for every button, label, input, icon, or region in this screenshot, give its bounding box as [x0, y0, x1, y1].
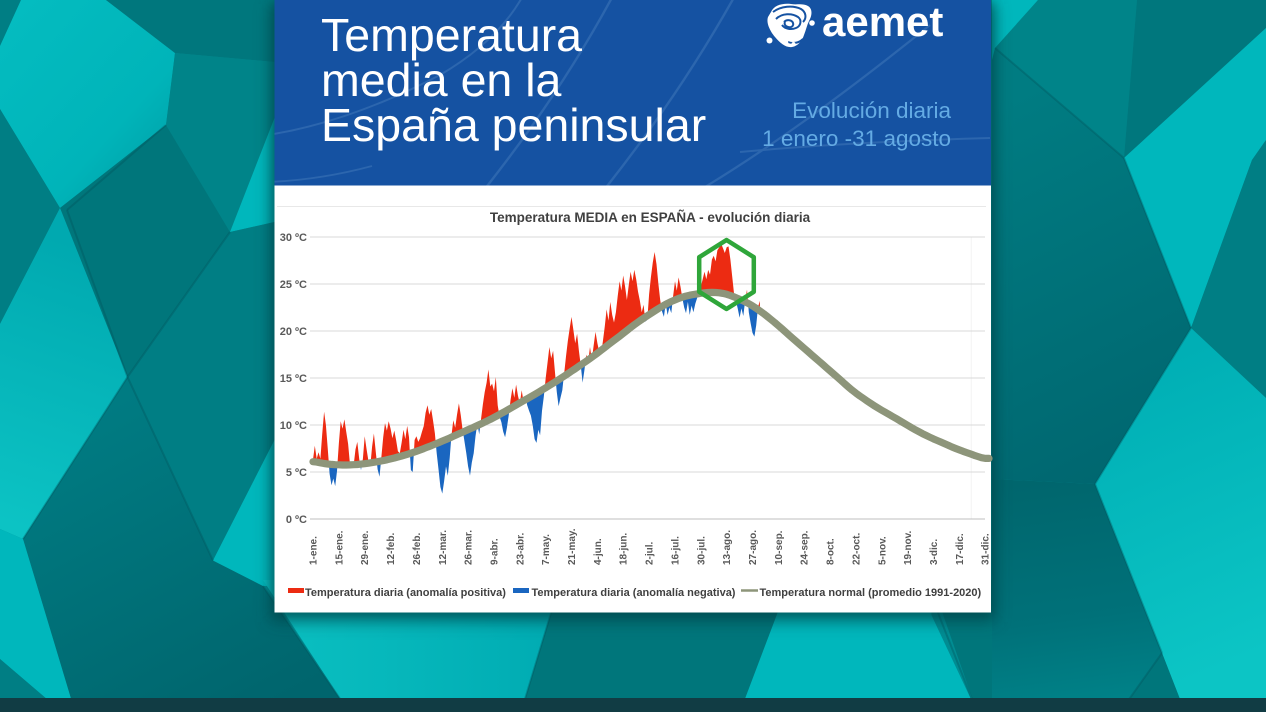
svg-text:media en la: media en la: [321, 54, 562, 106]
svg-text:5-nov.: 5-nov.: [877, 536, 888, 565]
svg-text:30-jul.: 30-jul.: [696, 536, 707, 565]
svg-text:7-may.: 7-may.: [541, 534, 552, 565]
svg-text:2-jul.: 2-jul.: [645, 541, 656, 565]
svg-text:10 ºC: 10 ºC: [280, 420, 307, 432]
svg-text:25 ºC: 25 ºC: [280, 279, 307, 291]
svg-text:Temperatura: Temperatura: [321, 9, 582, 61]
svg-text:15 ºC: 15 ºC: [280, 373, 307, 385]
svg-text:13-ago.: 13-ago.: [722, 530, 733, 565]
svg-text:18-jun.: 18-jun.: [619, 533, 630, 565]
svg-text:29-ene.: 29-ene.: [360, 530, 371, 565]
svg-text:26-mar.: 26-mar.: [464, 530, 475, 565]
svg-text:12-mar.: 12-mar.: [438, 530, 449, 565]
svg-text:Temperatura diaria (anomalía p: Temperatura diaria (anomalía positiva): [305, 587, 506, 599]
svg-text:0 ºC: 0 ºC: [286, 514, 307, 526]
svg-text:España peninsular: España peninsular: [321, 99, 706, 151]
svg-text:5 ºC: 5 ºC: [286, 467, 307, 479]
svg-text:Temperatura MEDIA en ESPAÑA -: Temperatura MEDIA en ESPAÑA - evolución …: [490, 210, 811, 225]
svg-text:12-feb.: 12-feb.: [386, 533, 397, 565]
svg-text:31-dic.: 31-dic.: [981, 533, 992, 565]
svg-text:22-oct.: 22-oct.: [851, 533, 862, 565]
svg-text:4-jun.: 4-jun.: [593, 538, 604, 565]
svg-text:17-dic.: 17-dic.: [955, 533, 966, 565]
svg-text:1 enero -31 agosto: 1 enero -31 agosto: [762, 126, 951, 151]
svg-text:10-sep.: 10-sep.: [774, 530, 785, 565]
svg-text:Temperatura diaria (anomalía n: Temperatura diaria (anomalía negativa): [532, 587, 736, 599]
svg-text:9-abr.: 9-abr.: [490, 538, 501, 565]
svg-text:26-feb.: 26-feb.: [412, 533, 423, 565]
svg-text:aemet: aemet: [822, 0, 943, 45]
svg-text:21-may.: 21-may.: [567, 528, 578, 565]
svg-text:20 ºC: 20 ºC: [280, 326, 307, 338]
svg-text:16-jul.: 16-jul.: [671, 536, 682, 565]
svg-text:30 ºC: 30 ºC: [280, 232, 307, 244]
svg-text:27-ago.: 27-ago.: [748, 530, 759, 565]
svg-text:19-nov.: 19-nov.: [903, 531, 914, 565]
svg-text:1-ene.: 1-ene.: [309, 536, 320, 565]
svg-text:3-dic.: 3-dic.: [929, 539, 940, 565]
svg-text:23-abr.: 23-abr.: [515, 533, 526, 565]
svg-text:Temperatura normal (promedio 1: Temperatura normal (promedio 1991-2020): [760, 587, 982, 599]
svg-text:8-oct.: 8-oct.: [826, 538, 837, 565]
svg-text:15-ene.: 15-ene.: [334, 530, 345, 565]
svg-text:Evolución diaria: Evolución diaria: [792, 98, 951, 123]
svg-text:24-sep.: 24-sep.: [800, 530, 811, 565]
